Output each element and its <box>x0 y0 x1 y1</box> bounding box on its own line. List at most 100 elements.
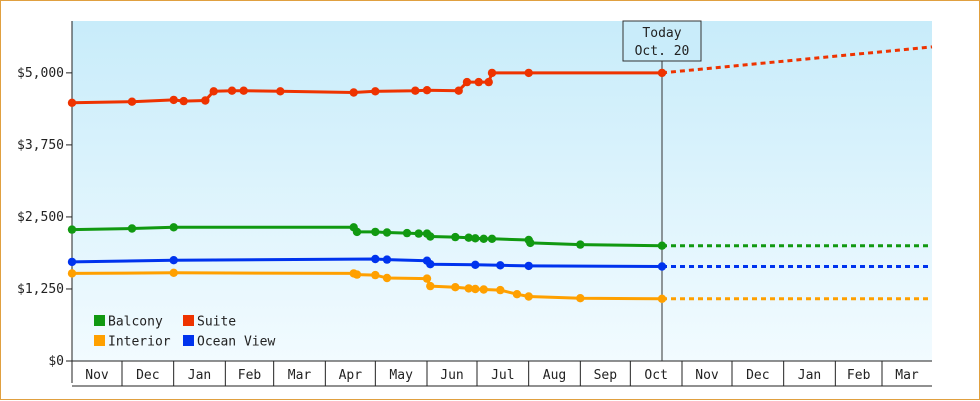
month-label: Mar <box>895 368 919 383</box>
data-point-interior <box>451 283 460 292</box>
data-point-balcony <box>382 228 392 237</box>
month-label: Jun <box>440 368 463 383</box>
data-point-interior <box>512 290 522 299</box>
today-label: Today <box>642 26 681 41</box>
data-point-balcony <box>169 223 178 232</box>
data-point-balcony <box>576 240 585 249</box>
data-point-interior <box>169 268 178 277</box>
legend-label-suite: Suite <box>197 315 236 330</box>
data-point-balcony <box>371 227 380 237</box>
data-point-ocean-view <box>371 254 380 264</box>
data-point-interior <box>657 294 667 303</box>
data-point-ocean-view <box>169 256 178 265</box>
y-tick-label: $5,000 <box>17 66 64 81</box>
forecast-line-suite <box>661 45 933 75</box>
y-axis: $0 $1,250 $2,500 $3,750 $5,000 <box>17 21 73 383</box>
month-label: Jan <box>798 368 821 383</box>
data-point-suite <box>411 86 420 95</box>
data-point-interior <box>426 281 435 291</box>
today-marker: Today Oct. 20 <box>622 20 702 361</box>
month-label: Nov <box>85 368 109 383</box>
legend-label-balcony: Balcony <box>108 315 163 330</box>
month-label: Dec <box>136 368 159 383</box>
data-point-balcony <box>426 232 435 241</box>
data-point-interior <box>576 294 585 303</box>
today-callout-box <box>622 20 702 62</box>
data-point-balcony <box>471 234 480 243</box>
data-point-suite <box>454 86 463 95</box>
data-point-suite <box>276 87 285 96</box>
data-point-suite <box>239 86 248 95</box>
data-point-suite <box>657 68 667 78</box>
month-label: Nov <box>695 368 719 383</box>
data-point-ocean-view <box>471 260 480 269</box>
data-point-ocean-view <box>496 261 505 270</box>
y-tick-label: $3,750 <box>17 138 64 153</box>
data-point-suite <box>487 68 497 78</box>
data-point-suite <box>169 95 178 105</box>
legend-swatch-interior <box>94 335 105 346</box>
data-point-interior <box>382 273 392 283</box>
data-point-suite <box>524 68 533 78</box>
data-point-suite <box>67 98 77 108</box>
data-point-interior <box>464 284 473 293</box>
data-point-suite <box>127 97 137 106</box>
data-point-ocean-view <box>657 262 667 271</box>
data-point-interior <box>471 284 480 294</box>
legend-label-interior: Interior <box>108 335 171 350</box>
data-point-interior <box>496 285 505 295</box>
month-label: Jan <box>188 368 211 383</box>
month-label: Dec <box>746 368 769 383</box>
data-point-suite <box>201 96 210 105</box>
data-point-interior <box>371 270 380 280</box>
data-point-interior <box>524 292 533 301</box>
data-point-ocean-view <box>382 255 392 264</box>
data-point-suite <box>422 86 432 95</box>
data-point-interior <box>352 270 362 279</box>
data-point-ocean-view <box>426 260 435 269</box>
data-point-suite <box>179 96 188 106</box>
y-tick-label: $0 <box>48 354 64 369</box>
data-point-suite <box>349 88 358 97</box>
data-point-balcony <box>402 228 412 238</box>
data-point-suite <box>209 87 218 96</box>
x-axis: Nov Dec Jan Feb Mar Apr May Jun Jul Aug Sep Oct Nov D… <box>72 360 932 387</box>
data-point-ocean-view <box>524 261 533 271</box>
data-point-balcony <box>526 238 535 248</box>
y-tick-label: $1,250 <box>17 282 64 297</box>
data-point-balcony <box>487 234 497 243</box>
data-point-balcony <box>657 241 667 250</box>
series-lines <box>67 45 933 303</box>
plot-background <box>72 21 932 361</box>
data-point-suite <box>227 86 237 95</box>
data-point-ocean-view <box>67 257 77 267</box>
month-label: Jul <box>491 368 514 383</box>
month-label: Mar <box>288 368 312 383</box>
data-point-suite <box>484 77 493 87</box>
month-label: Sep <box>594 368 618 383</box>
data-point-suite <box>474 77 483 87</box>
data-point-balcony <box>352 227 362 237</box>
month-label: Feb <box>238 368 262 383</box>
month-label: Oct <box>644 368 667 383</box>
legend-swatch-suite <box>183 315 194 326</box>
data-point-balcony <box>67 225 77 234</box>
month-label: Apr <box>339 368 363 383</box>
data-point-interior <box>479 285 488 294</box>
data-point-balcony <box>479 234 488 243</box>
data-point-interior <box>67 269 77 278</box>
data-point-balcony <box>414 229 423 238</box>
legend-swatch-balcony <box>94 315 105 326</box>
data-point-suite <box>371 87 380 96</box>
y-tick-label: $2,500 <box>17 210 64 225</box>
data-point-balcony <box>464 233 473 242</box>
month-label: Aug <box>543 368 566 383</box>
data-point-suite <box>462 77 472 87</box>
legend-swatch-ocean-view <box>183 335 194 346</box>
data-point-balcony <box>127 224 137 233</box>
legend-label-ocean-view: Ocean View <box>197 335 275 350</box>
month-label: Feb <box>847 368 871 383</box>
data-point-interior <box>422 274 432 283</box>
